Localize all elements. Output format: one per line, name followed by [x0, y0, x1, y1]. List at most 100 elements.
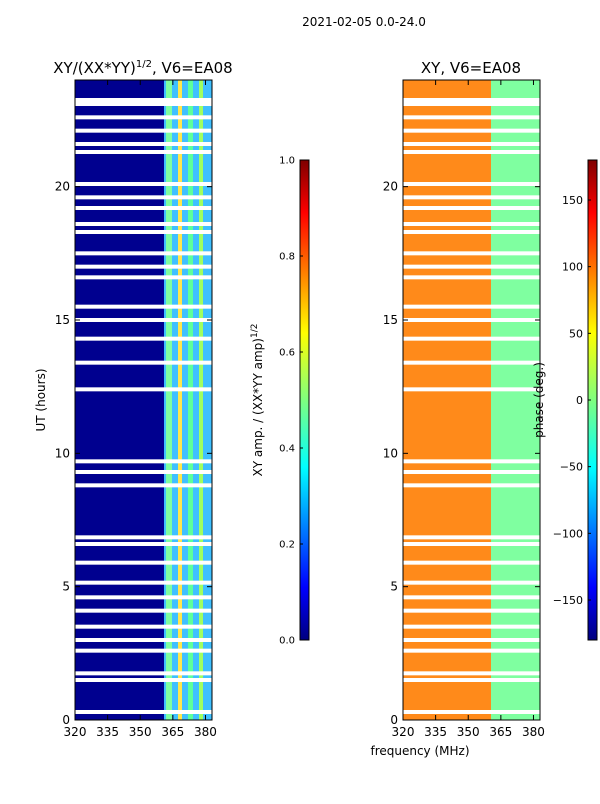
colorbar-tick-label: 150	[562, 194, 583, 207]
flagged-row	[403, 222, 540, 226]
amplitude-colorbar-ticks: 0.0 0.2 0.4 0.6 0.8 1.0	[279, 156, 303, 647]
flagged-row	[75, 710, 212, 714]
x-tick-label: 320	[64, 725, 87, 739]
flagged-row	[75, 195, 212, 200]
flagged-row	[75, 264, 212, 269]
phase-colorbar: −150 −100 −50 0 50 100 150 phase (deg.)	[532, 159, 598, 641]
flagged-row	[75, 360, 212, 365]
flagged-row	[403, 98, 540, 102]
phase-colorbar-ticks: −150 −100 −50 0 50 100 150	[553, 194, 591, 607]
flagged-row	[75, 648, 212, 653]
x-tick-label: 320	[392, 725, 415, 739]
flagged-row	[75, 182, 212, 186]
flagged-row	[403, 264, 540, 269]
flagged-row	[75, 638, 212, 642]
flagged-row	[403, 150, 540, 154]
flagged-row	[75, 580, 212, 585]
flagged-row	[403, 648, 540, 653]
flagged-row	[403, 387, 540, 392]
x-tick-label: 335	[96, 725, 119, 739]
flagged-row	[403, 206, 540, 210]
colorbar-tick-label: 0.2	[279, 540, 295, 551]
flagged-row	[75, 678, 212, 682]
colorbar-tick-label: 0.8	[279, 252, 295, 263]
flagged-row	[403, 304, 540, 309]
flagged-row	[403, 595, 540, 600]
flagged-row	[403, 230, 540, 234]
flagged-row	[403, 671, 540, 676]
flagged-row	[75, 206, 212, 210]
y-tick-label: 15	[55, 313, 70, 327]
flagged-row	[75, 336, 212, 341]
flagged-row	[403, 318, 540, 322]
colorbar-tick-label: −150	[553, 594, 583, 607]
flagged-row	[403, 336, 540, 341]
phase-x-ticks: 320 335 350 365 380	[392, 80, 545, 739]
amplitude-heatmap	[75, 80, 212, 720]
x-tick-label: 380	[194, 725, 217, 739]
flagged-row	[403, 275, 540, 280]
flagged-row	[75, 304, 212, 309]
y-tick-label: 0	[62, 713, 70, 727]
phase-colorbar-label: phase (deg.)	[532, 362, 546, 438]
flagged-row	[75, 483, 212, 488]
y-tick-label: 5	[62, 580, 70, 594]
amplitude-x-ticks: 320 335 350 365 380	[64, 80, 217, 739]
flagged-row	[75, 535, 212, 540]
flagged-row	[403, 535, 540, 540]
amplitude-axes-frame	[74, 79, 213, 721]
flagged-row	[403, 710, 540, 714]
flagged-row	[403, 182, 540, 186]
amplitude-colorbar-gradient	[299, 159, 310, 641]
flagged-row	[75, 128, 212, 133]
amplitude-panel-title: XY/(XX*YY)1/2, V6=EA08	[53, 59, 232, 77]
flagged-row	[403, 483, 540, 488]
frequency-axis-label: frequency (MHz)	[370, 744, 469, 758]
colorbar-tick-label: 0	[576, 394, 583, 407]
flagged-row	[403, 580, 540, 585]
y-tick-label: 20	[55, 180, 70, 194]
flagged-row	[75, 624, 212, 629]
y-tick-label: 5	[390, 580, 398, 594]
figure-suptitle: 2021-02-05 0.0-24.0	[302, 15, 426, 29]
colorbar-tick-label: 50	[569, 327, 583, 340]
flagged-row	[403, 608, 540, 613]
colorbar-tick-label: 0.0	[279, 636, 295, 647]
x-tick-label: 335	[424, 725, 447, 739]
flagged-row	[75, 608, 212, 613]
flagged-row	[403, 251, 540, 256]
flagged-row	[403, 542, 540, 546]
flagged-row	[403, 115, 540, 120]
flagged-row	[75, 230, 212, 234]
flagged-row	[403, 360, 540, 365]
phase-heatmap	[403, 80, 540, 720]
phase-panel-title: XY, V6=EA08	[421, 59, 521, 77]
flagged-row	[403, 195, 540, 200]
flagged-row	[75, 459, 212, 464]
flagged-row	[75, 142, 212, 146]
x-tick-label: 365	[489, 725, 512, 739]
x-tick-label: 380	[522, 725, 545, 739]
y-tick-label: 10	[55, 446, 70, 460]
flagged-row	[403, 624, 540, 629]
amplitude-flagged-rows	[75, 98, 212, 714]
flagged-row	[75, 150, 212, 154]
colorbar-tick-label: 1.0	[279, 156, 295, 167]
y-tick-label: 10	[383, 446, 398, 460]
colorbar-tick-label: 0.6	[279, 348, 295, 359]
flagged-row	[403, 470, 540, 474]
flagged-row	[403, 102, 540, 106]
flagged-row	[75, 98, 212, 102]
x-tick-label: 350	[457, 725, 480, 739]
flagged-row	[75, 102, 212, 106]
flagged-row	[75, 115, 212, 120]
flagged-row	[403, 128, 540, 133]
flagged-row	[75, 542, 212, 546]
amplitude-panel: XY/(XX*YY)1/2, V6=EA08 320 335 350 365 380 0…	[34, 59, 233, 739]
amplitude-colorbar-label: XY amp. / (XX*YY amp)1/2	[250, 324, 265, 477]
flagged-row	[75, 275, 212, 280]
flagged-row	[75, 671, 212, 676]
flagged-row	[403, 678, 540, 682]
x-tick-label: 365	[161, 725, 184, 739]
